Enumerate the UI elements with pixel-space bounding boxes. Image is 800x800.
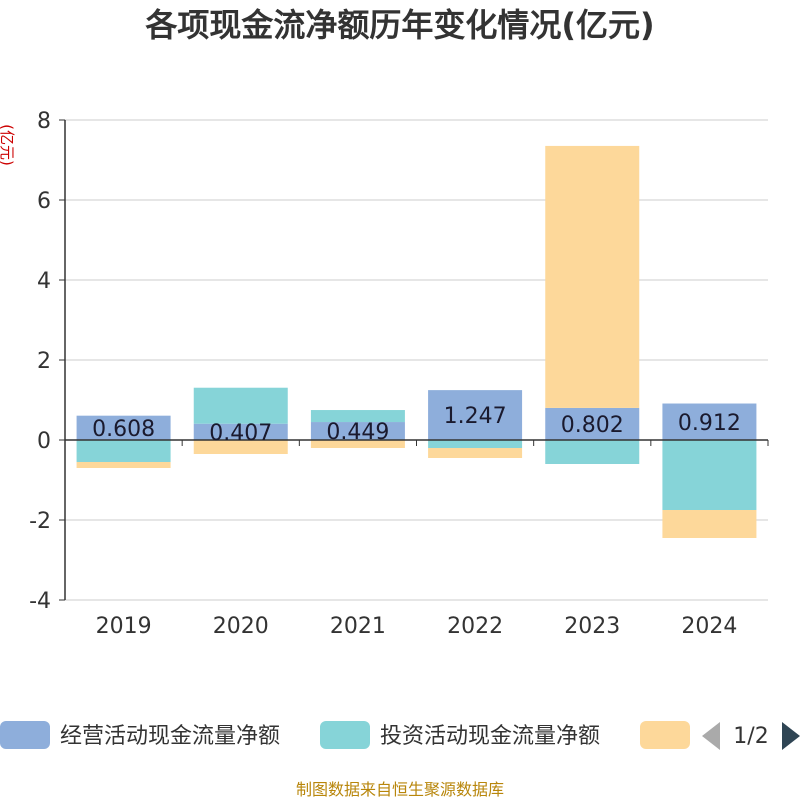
legend-label-0[interactable]: 经营活动现金流量净额 [60, 724, 280, 749]
y-tick-label: -2 [29, 509, 51, 534]
bar-2022-series-2[interactable] [428, 448, 523, 458]
x-tick-label: 2022 [447, 614, 503, 639]
x-tick-label: 2021 [330, 614, 386, 639]
bar-2019-series-1[interactable] [76, 440, 171, 462]
bar-2020-series-2[interactable] [193, 440, 288, 454]
bar-2021-series-2[interactable] [310, 440, 405, 448]
data-label-2019: 0.608 [92, 417, 155, 442]
axes-group: 8 6 4 2 0 -2 -4 2019 2020 2021 2022 2023 2024 [29, 109, 769, 639]
bar-2021-series-1[interactable] [310, 410, 405, 423]
y-tick-label: 6 [37, 189, 51, 214]
data-label-2024: 0.912 [678, 411, 741, 436]
bars-group [76, 145, 757, 538]
prev-page-icon[interactable] [702, 722, 720, 750]
data-label-2020: 0.407 [209, 421, 272, 446]
y-axis-unit: (亿元) [0, 124, 16, 166]
bar-2023-series-2[interactable] [545, 145, 640, 408]
legend-label-1[interactable]: 投资活动现金流量净额 [380, 724, 600, 749]
data-label-2021: 0.449 [326, 420, 389, 445]
y-tick-label: 0 [37, 429, 51, 454]
y-tick-label: -4 [29, 589, 51, 614]
bar-2022-series-0[interactable] [428, 390, 523, 440]
legend-swatch-1[interactable] [320, 721, 370, 749]
bar-2024-series-1[interactable] [662, 440, 757, 510]
legend-swatch-0[interactable] [0, 721, 50, 749]
data-source: 制图数据来自恒生聚源数据库 [296, 780, 504, 799]
data-label-2022: 1.247 [444, 404, 507, 429]
bar-2019-series-0[interactable] [76, 415, 171, 440]
legend-page-indicator: 1/2 [733, 724, 768, 749]
x-tick-label: 2023 [564, 614, 620, 639]
bar-2023-series-0[interactable] [545, 407, 640, 440]
chart-title: 各项现金流净额历年变化情况(亿元) [145, 6, 654, 44]
y-tick-label: 2 [37, 349, 51, 374]
bar-2019-series-2[interactable] [76, 462, 171, 468]
y-tick-label: 8 [37, 109, 51, 134]
bar-2024-series-2[interactable] [662, 510, 757, 538]
bar-2024-series-0[interactable] [662, 403, 757, 440]
legend: 经营活动现金流量净额 投资活动现金流量净额 [0, 721, 690, 749]
data-label-2023: 0.802 [561, 413, 624, 438]
bar-2022-series-1[interactable] [428, 440, 523, 448]
bar-2021-series-0[interactable] [310, 422, 405, 440]
data-labels-group: 0.608 0.407 0.449 1.247 0.802 0.912 [92, 404, 741, 446]
x-tick-label: 2019 [96, 614, 152, 639]
x-tick-label: 2020 [213, 614, 269, 639]
bar-2020-series-0[interactable] [193, 423, 288, 440]
x-tick-label: 2024 [681, 614, 737, 639]
next-page-icon[interactable] [782, 722, 800, 750]
bar-2023-series-1[interactable] [545, 440, 640, 464]
bar-2020-series-1[interactable] [193, 387, 288, 424]
y-tick-label: 4 [37, 269, 51, 294]
legend-swatch-2[interactable] [640, 721, 690, 749]
legend-pager: 1/2 [702, 722, 800, 750]
